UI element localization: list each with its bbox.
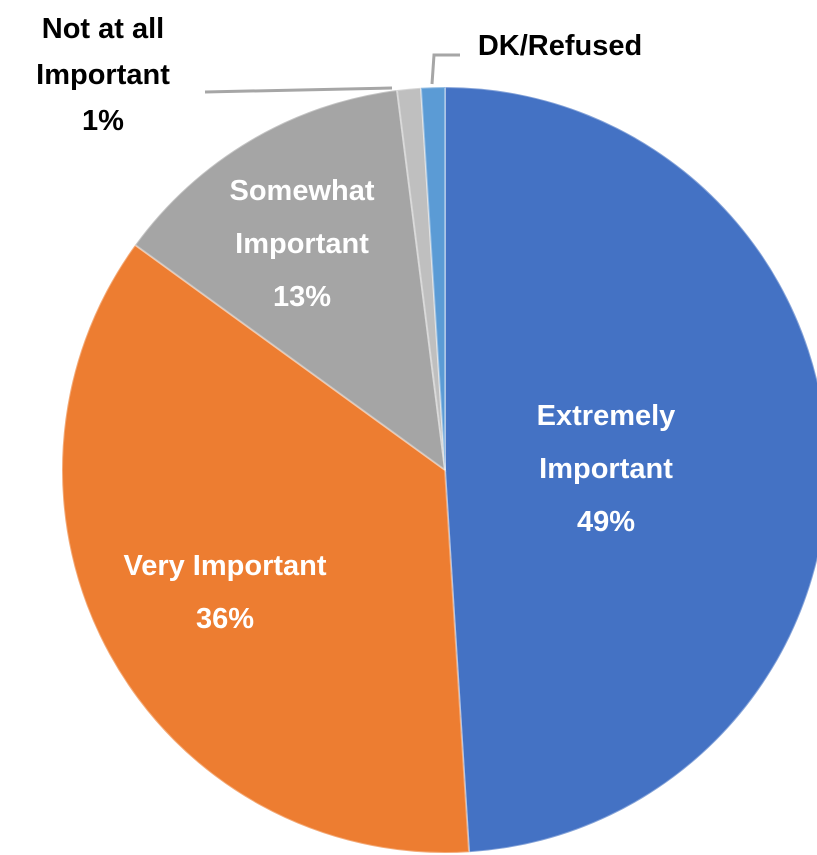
slice-label-0: Extremely Important 49%: [537, 400, 676, 538]
leader-lines: [204, 53, 460, 94]
pie-slice-4: [419, 85, 446, 471]
slice-name-label: Important: [36, 59, 170, 91]
slice-label-1: Very Important 36%: [123, 550, 326, 635]
slice-label-4: DK/Refused: [478, 30, 642, 62]
pie-slices: [61, 85, 817, 854]
slice-labels: Extremely Important 49% Very Important 36% So…: [36, 13, 675, 635]
pie-slice-1: [61, 243, 471, 854]
slice-label-3: Not at all Important 1%: [36, 13, 170, 137]
leader-line-4: [430, 53, 460, 85]
slice-name-label: Important: [539, 453, 673, 485]
slice-label-2: Somewhat Important 13%: [229, 175, 374, 313]
pie-slice-2: [133, 88, 447, 473]
pie-slice-3: [395, 86, 446, 471]
slice-name-label: Important: [235, 228, 369, 260]
slice-name-label: DK/Refused: [478, 30, 642, 62]
slice-pct-label: 13%: [273, 281, 331, 313]
slice-name-label: Somewhat: [229, 175, 374, 207]
pie-slice-0: [444, 85, 817, 854]
slice-pct-label: 36%: [196, 603, 254, 635]
leader-line-3: [204, 86, 393, 94]
slice-pct-label: 49%: [577, 506, 635, 538]
slice-name-label: Very Important: [123, 550, 326, 582]
slice-pct-label: 1%: [82, 105, 124, 137]
slice-name-label: Extremely: [537, 400, 676, 432]
slice-name-label: Not at all: [42, 13, 164, 45]
